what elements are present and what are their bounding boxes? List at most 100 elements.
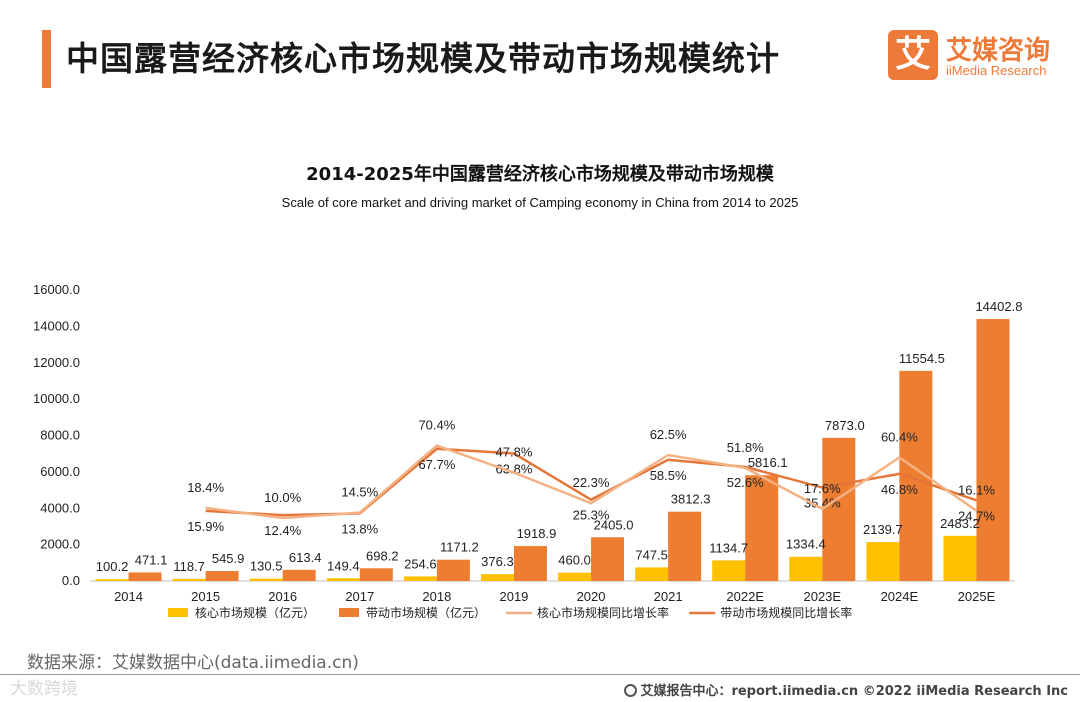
- driving-bar: [128, 572, 162, 581]
- driving-bar: [513, 546, 547, 581]
- core-bar-value-label: 747.5: [635, 547, 668, 562]
- core-bar: [326, 578, 360, 581]
- x-tick-label: 2025E: [958, 589, 996, 604]
- logo-mark: 艾: [888, 30, 938, 80]
- driving-bar: [436, 559, 470, 581]
- footer-text: 艾媒报告中心：report.iimedia.cn ©2022 iiMedia R…: [640, 684, 1068, 699]
- driving-growth-line-label: 58.5%: [650, 468, 687, 483]
- x-tick-label: 2019: [499, 589, 528, 604]
- driving-bar: [822, 437, 856, 581]
- driving-bar: [745, 475, 779, 581]
- x-tick-label: 2017: [345, 589, 374, 604]
- chart-subtitle: Scale of core market and driving market …: [281, 195, 799, 210]
- x-tick-label: 2021: [654, 589, 683, 604]
- legend-label: 核心市场规模（亿元）: [195, 605, 315, 620]
- y-tick-label: 14000.0: [33, 318, 80, 333]
- core-bar: [789, 556, 823, 581]
- y-tick-label: 4000.0: [40, 500, 80, 515]
- header-accent-bar: [42, 30, 51, 88]
- core-bar: [943, 535, 977, 581]
- driving-bar-value-label: 545.9: [212, 551, 245, 566]
- driving-bar-value-label: 14402.8: [975, 299, 1022, 314]
- core-bar: [403, 576, 437, 581]
- x-tick-label: 2014: [114, 589, 143, 604]
- core-bar-value-label: 376.3: [481, 554, 514, 569]
- x-tick-label: 2023E: [803, 589, 841, 604]
- core-growth-line-label: 18.4%: [187, 480, 224, 495]
- driving-growth-line-label: 63.8%: [496, 461, 533, 476]
- brand-logo: 艾 艾媒咨询 iiMedia Research: [888, 28, 1068, 84]
- driving-bar-value-label: 698.2: [366, 548, 399, 563]
- driving-growth-line-label: 35.4%: [804, 496, 841, 511]
- core-bar: [172, 578, 206, 581]
- footer-credit: 艾媒报告中心：report.iimedia.cn ©2022 iiMedia R…: [624, 680, 1068, 699]
- watermark: 大数跨境: [10, 679, 78, 699]
- globe-icon: [624, 684, 638, 697]
- core-growth-line-label: 17.6%: [804, 481, 841, 496]
- core-growth-line-label: 62.5%: [650, 427, 687, 442]
- driving-growth-line-label: 52.6%: [727, 475, 764, 490]
- core-bar-value-label: 100.2: [96, 559, 129, 574]
- driving-bar: [205, 571, 239, 581]
- core-growth-line-label: 14.5%: [341, 485, 378, 500]
- driving-bar: [359, 568, 393, 581]
- driving-growth-line-label: 46.8%: [881, 482, 918, 497]
- page-title: 中国露营经济核心市场规模及带动市场规模统计: [66, 39, 780, 78]
- core-bar-value-label: 118.7: [173, 559, 205, 574]
- core-bar-value-label: 254.6: [404, 556, 437, 571]
- driving-bar: [591, 537, 625, 581]
- driving-bar-value-label: 1171.2: [440, 540, 479, 555]
- driving-bar: [282, 569, 316, 581]
- core-bar: [95, 579, 129, 581]
- x-tick-label: 2022E: [726, 589, 764, 604]
- legend-label: 带动市场规模同比增长率: [720, 605, 852, 620]
- core-bar: [249, 578, 283, 581]
- driving-growth-line-label: 67.7%: [418, 457, 455, 472]
- legend-label: 带动市场规模（亿元）: [366, 605, 486, 620]
- core-bar-value-label: 460.0: [558, 553, 591, 568]
- x-tick-label: 2015: [191, 589, 220, 604]
- driving-growth-line-label: 13.8%: [341, 521, 378, 536]
- core-bar: [635, 567, 669, 581]
- core-bar: [866, 542, 900, 581]
- x-tick-label: 2020: [577, 589, 606, 604]
- core-bar-value-label: 130.5: [250, 559, 283, 574]
- core-bar-value-label: 2483.2: [940, 516, 980, 531]
- logo-chinese-name: 艾媒咨询: [946, 36, 1051, 66]
- footer-divider: [0, 674, 1080, 675]
- driving-bar: [976, 319, 1010, 581]
- driving-growth-line-label: 12.4%: [264, 523, 301, 538]
- driving-bar-value-label: 11554.5: [899, 351, 945, 366]
- y-tick-label: 16000.0: [33, 282, 80, 297]
- core-bar-value-label: 149.4: [327, 558, 360, 573]
- core-bar: [480, 574, 514, 581]
- driving-bar-value-label: 3812.3: [671, 492, 711, 507]
- combo-chart: 0.0 2000.0 4000.0 6000.0 8000.0 10000.0 12000.…: [33, 282, 1022, 620]
- x-tick-label: 2016: [268, 589, 297, 604]
- y-tick-label: 10000.0: [33, 391, 80, 406]
- core-bar: [712, 560, 746, 581]
- y-tick-label: 8000.0: [40, 428, 80, 443]
- driving-growth-line-label: 24.7%: [958, 508, 995, 523]
- driving-bar-value-label: 2405.0: [594, 517, 634, 532]
- driving-bar: [668, 511, 702, 581]
- core-growth-line: [205, 444, 978, 520]
- driving-growth-line-label: 15.9%: [187, 519, 224, 534]
- core-bar-value-label: 1334.4: [786, 537, 826, 552]
- chart-title: 2014-2025年中国露营经济核心市场规模及带动市场规模: [306, 164, 774, 185]
- x-tick-label: 2024E: [881, 589, 919, 604]
- driving-bar-value-label: 613.4: [289, 550, 322, 565]
- core-growth-line-label: 51.8%: [727, 440, 764, 455]
- data-source: 数据来源：艾媒数据中心(data.iimedia.cn): [27, 653, 359, 673]
- y-tick-label: 6000.0: [40, 464, 80, 479]
- core-bar: [558, 572, 592, 581]
- core-growth-line-label: 70.4%: [418, 418, 455, 433]
- y-tick-label: 2000.0: [40, 537, 80, 552]
- y-tick-label: 0.0: [62, 573, 80, 588]
- legend-swatch-bar: [339, 608, 359, 617]
- y-tick-label: 12000.0: [33, 355, 80, 370]
- driving-bar-value-label: 7873.0: [825, 418, 865, 433]
- driving-growth-line-label: 25.3%: [573, 508, 610, 523]
- core-growth-line-label: 47.8%: [496, 445, 533, 460]
- core-growth-line-label: 10.0%: [264, 490, 301, 505]
